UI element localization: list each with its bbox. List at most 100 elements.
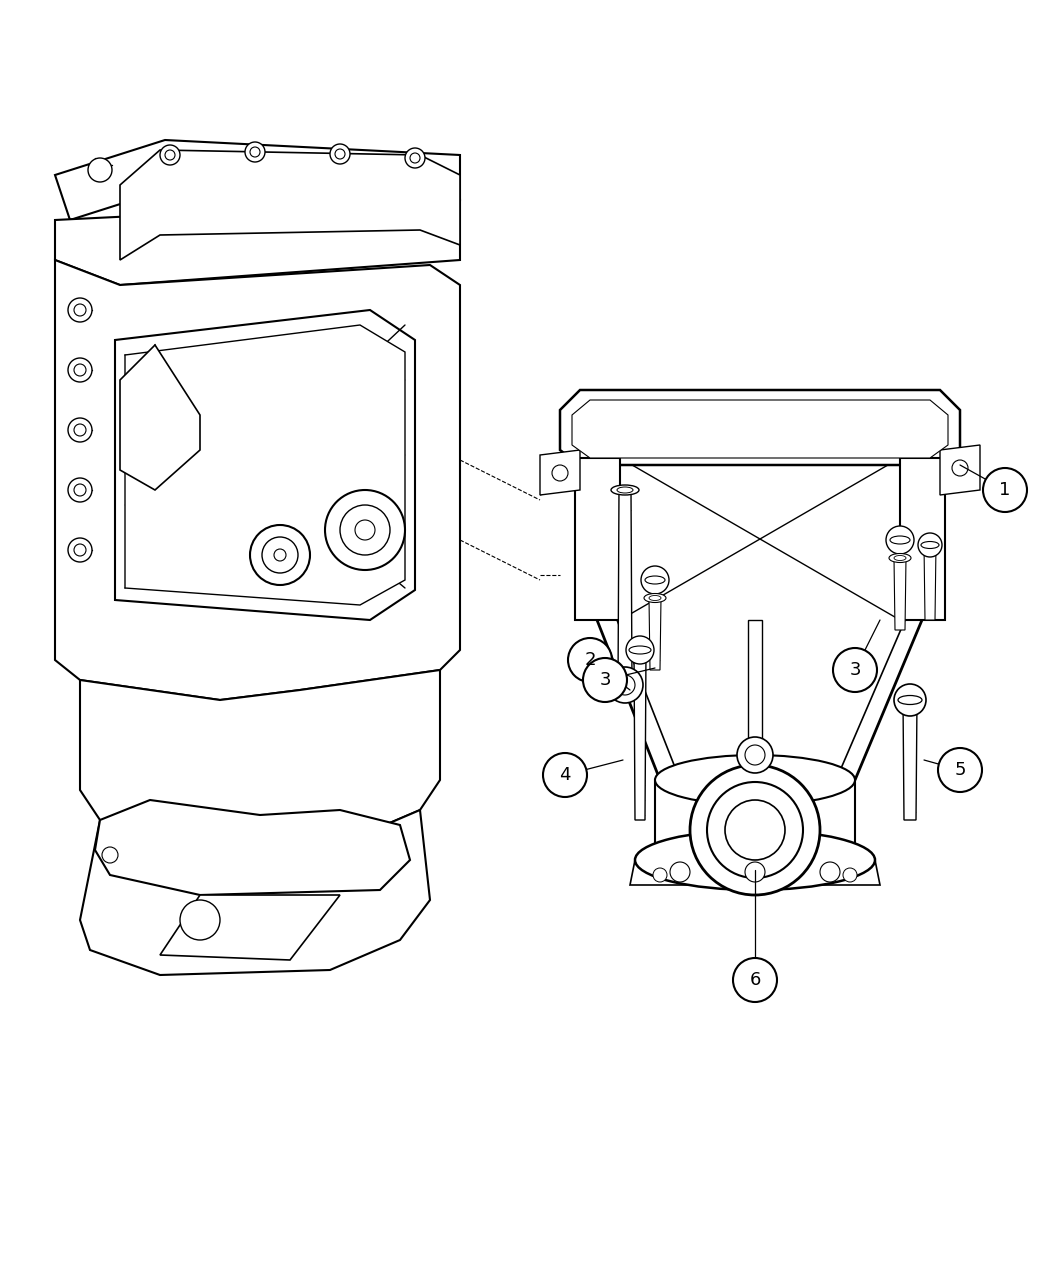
- Circle shape: [918, 533, 942, 557]
- Polygon shape: [120, 346, 200, 490]
- Circle shape: [340, 505, 390, 555]
- Polygon shape: [125, 325, 405, 606]
- Polygon shape: [924, 544, 936, 620]
- Polygon shape: [120, 150, 460, 260]
- Circle shape: [68, 418, 92, 442]
- Circle shape: [68, 358, 92, 382]
- Circle shape: [74, 484, 86, 496]
- Circle shape: [405, 148, 425, 168]
- Ellipse shape: [655, 835, 855, 885]
- Circle shape: [707, 782, 803, 878]
- Polygon shape: [655, 780, 855, 861]
- Text: 2: 2: [584, 652, 595, 669]
- Circle shape: [410, 153, 420, 163]
- Polygon shape: [160, 895, 340, 960]
- Circle shape: [88, 158, 112, 182]
- Ellipse shape: [617, 487, 633, 493]
- Circle shape: [820, 862, 840, 882]
- Circle shape: [724, 799, 785, 861]
- Circle shape: [68, 298, 92, 323]
- Circle shape: [250, 525, 310, 585]
- Ellipse shape: [635, 830, 875, 890]
- Circle shape: [746, 862, 765, 882]
- Ellipse shape: [921, 542, 939, 548]
- Ellipse shape: [898, 695, 922, 705]
- Ellipse shape: [645, 576, 665, 584]
- Circle shape: [326, 490, 405, 570]
- Ellipse shape: [655, 755, 855, 805]
- Polygon shape: [649, 598, 662, 669]
- Circle shape: [733, 958, 777, 1002]
- Ellipse shape: [644, 593, 666, 603]
- Polygon shape: [575, 458, 620, 620]
- Polygon shape: [903, 700, 917, 820]
- Circle shape: [737, 737, 773, 773]
- Circle shape: [74, 303, 86, 316]
- Circle shape: [330, 144, 350, 164]
- Circle shape: [833, 648, 877, 692]
- Polygon shape: [55, 260, 460, 700]
- Circle shape: [543, 754, 587, 797]
- Polygon shape: [748, 620, 762, 780]
- Polygon shape: [55, 200, 460, 286]
- Circle shape: [74, 425, 86, 436]
- Text: 3: 3: [600, 671, 611, 688]
- Circle shape: [583, 658, 627, 703]
- Circle shape: [670, 862, 690, 882]
- Polygon shape: [572, 400, 948, 458]
- Ellipse shape: [894, 556, 906, 561]
- Circle shape: [568, 638, 612, 682]
- Polygon shape: [634, 650, 646, 820]
- Circle shape: [843, 868, 857, 882]
- Circle shape: [653, 868, 667, 882]
- Text: 1: 1: [1000, 481, 1011, 499]
- Polygon shape: [80, 810, 430, 975]
- Ellipse shape: [611, 484, 639, 495]
- Circle shape: [607, 667, 643, 703]
- Circle shape: [160, 145, 180, 164]
- Polygon shape: [900, 458, 945, 620]
- Ellipse shape: [889, 553, 911, 562]
- Polygon shape: [94, 799, 410, 895]
- Ellipse shape: [890, 536, 910, 544]
- Circle shape: [615, 674, 635, 695]
- Circle shape: [262, 537, 298, 572]
- Circle shape: [102, 847, 118, 863]
- Circle shape: [983, 468, 1027, 513]
- Text: 5: 5: [954, 761, 966, 779]
- Circle shape: [355, 520, 375, 541]
- Polygon shape: [116, 310, 415, 620]
- Ellipse shape: [629, 646, 651, 654]
- Circle shape: [938, 748, 982, 792]
- Polygon shape: [940, 445, 980, 495]
- Polygon shape: [630, 861, 880, 885]
- Text: 4: 4: [560, 766, 571, 784]
- Circle shape: [165, 150, 175, 159]
- Ellipse shape: [649, 595, 662, 601]
- Polygon shape: [540, 450, 580, 495]
- Circle shape: [640, 566, 669, 594]
- Circle shape: [68, 478, 92, 502]
- Circle shape: [335, 149, 345, 159]
- Text: 3: 3: [849, 660, 861, 680]
- Circle shape: [250, 147, 260, 157]
- Circle shape: [894, 683, 926, 717]
- Circle shape: [626, 636, 654, 664]
- Circle shape: [180, 900, 220, 940]
- Text: 6: 6: [750, 972, 760, 989]
- Circle shape: [552, 465, 568, 481]
- Circle shape: [68, 538, 92, 562]
- Circle shape: [886, 527, 914, 555]
- Circle shape: [74, 363, 86, 376]
- Circle shape: [690, 765, 820, 895]
- Circle shape: [245, 142, 265, 162]
- Polygon shape: [894, 558, 906, 630]
- Circle shape: [274, 550, 286, 561]
- Polygon shape: [80, 669, 440, 850]
- Circle shape: [746, 745, 765, 765]
- Polygon shape: [618, 490, 632, 685]
- Polygon shape: [55, 140, 460, 221]
- Circle shape: [74, 544, 86, 556]
- Circle shape: [952, 460, 968, 476]
- Polygon shape: [560, 390, 960, 465]
